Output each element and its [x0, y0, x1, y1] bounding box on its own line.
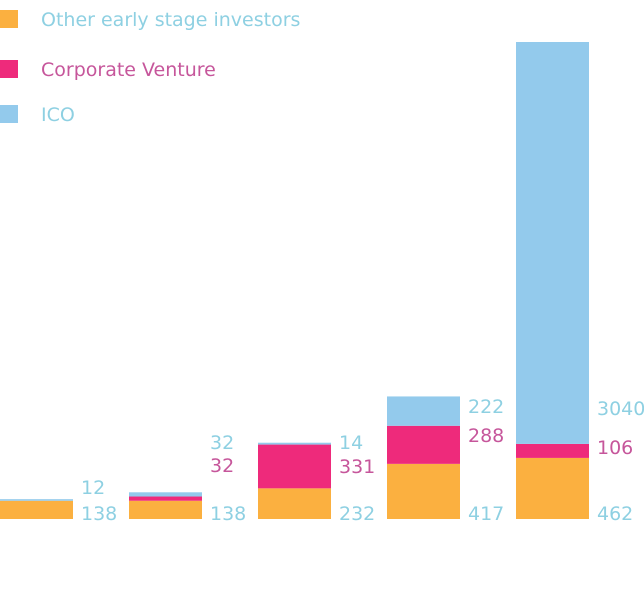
data-label-3-other: 417	[468, 503, 504, 525]
bar-2-ico	[258, 442, 331, 445]
data-label-4-other: 462	[597, 503, 633, 525]
legend-swatch-0	[0, 10, 18, 28]
legend-label-2: ICO	[41, 104, 75, 126]
data-label-0-other: 138	[81, 503, 117, 525]
bar-1-other-early-stage-investors	[129, 500, 202, 519]
data-label-3-ico: 222	[468, 396, 504, 418]
legend: Other early stage investors Corporate Ven…	[0, 9, 300, 126]
bar-1-ico	[129, 492, 202, 497]
legend-swatch-1	[0, 60, 18, 78]
bar-4-corporate-venture	[516, 443, 589, 458]
bar-4-other-early-stage-investors	[516, 457, 589, 519]
legend-label-0: Other early stage investors	[41, 9, 300, 31]
data-label-2-ico: 14	[339, 432, 363, 454]
data-label-4-corporate: 106	[597, 437, 633, 459]
data-label-2-other: 232	[339, 503, 375, 525]
data-label-1-other: 138	[210, 503, 246, 525]
legend-swatch-2	[0, 105, 18, 123]
data-label-0-ico: 12	[81, 477, 105, 499]
data-label-4-ico: 3040	[597, 398, 644, 420]
bar-2-corporate-venture	[258, 444, 331, 489]
bar-3-other-early-stage-investors	[387, 463, 460, 519]
bars	[0, 42, 589, 519]
bar-3-ico	[387, 396, 460, 426]
bar-2-other-early-stage-investors	[258, 488, 331, 519]
bar-3-corporate-venture	[387, 425, 460, 464]
data-label-1-ico: 32	[210, 432, 234, 454]
legend-label-1: Corporate Venture	[41, 59, 216, 81]
data-label-1-corporate: 32	[210, 455, 234, 477]
bar-0-other-early-stage-investors	[0, 500, 73, 519]
data-label-3-corporate: 288	[468, 425, 504, 447]
bar-1-corporate-venture	[129, 496, 202, 501]
data-label-2-corporate: 331	[339, 456, 375, 478]
bar-0-ico	[0, 499, 73, 501]
bar-4-ico	[516, 42, 589, 444]
